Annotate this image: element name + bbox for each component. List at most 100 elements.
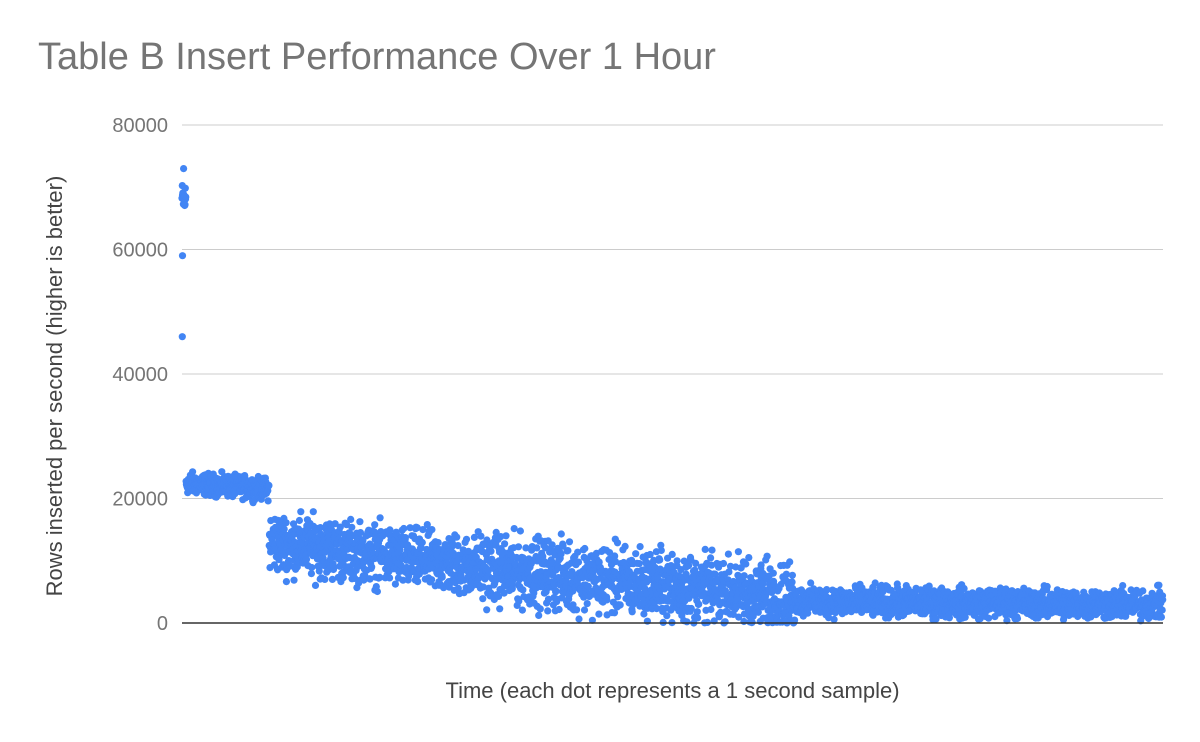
data-point bbox=[830, 615, 838, 624]
data-point bbox=[614, 593, 622, 601]
data-point bbox=[555, 605, 563, 614]
data-point bbox=[656, 565, 664, 573]
data-point bbox=[178, 252, 187, 260]
data-point bbox=[181, 184, 189, 192]
data-point bbox=[419, 526, 427, 534]
data-point bbox=[657, 546, 665, 555]
data-point bbox=[1119, 582, 1127, 590]
data-point bbox=[719, 559, 728, 568]
data-point bbox=[574, 558, 583, 566]
data-point bbox=[536, 605, 544, 613]
data-point bbox=[462, 535, 471, 543]
data-point bbox=[960, 584, 968, 593]
data-point bbox=[307, 570, 315, 578]
data-point bbox=[724, 550, 733, 558]
data-point bbox=[687, 604, 695, 613]
axes: 0 20000 40000 60000 80000 Time (each dot repr… bbox=[42, 115, 1163, 703]
data-point bbox=[500, 589, 508, 597]
data-point bbox=[376, 573, 384, 582]
data-point bbox=[282, 578, 290, 586]
y-tick-label: 40000 bbox=[112, 364, 168, 386]
data-point bbox=[297, 508, 305, 516]
data-point bbox=[1043, 582, 1051, 591]
data-point bbox=[985, 614, 993, 622]
data-point bbox=[302, 555, 311, 564]
data-point bbox=[680, 557, 688, 565]
data-point bbox=[400, 524, 408, 533]
data-point bbox=[628, 608, 636, 616]
data-point bbox=[708, 546, 716, 554]
data-point bbox=[871, 579, 879, 587]
data-point bbox=[496, 605, 504, 613]
data-point bbox=[348, 523, 356, 531]
data-point bbox=[315, 567, 323, 575]
data-point bbox=[396, 546, 404, 554]
data-point bbox=[683, 618, 691, 626]
data-point bbox=[178, 333, 186, 341]
data-point bbox=[640, 610, 648, 618]
data-point bbox=[180, 165, 188, 173]
y-tick-label: 80000 bbox=[112, 115, 168, 137]
data-point bbox=[734, 548, 743, 556]
data-point bbox=[423, 521, 431, 529]
data-point bbox=[495, 592, 503, 601]
data-point bbox=[588, 616, 597, 624]
data-point bbox=[707, 554, 715, 562]
data-point bbox=[548, 541, 556, 549]
data-point bbox=[575, 615, 583, 623]
data-point bbox=[544, 595, 553, 603]
data-point bbox=[418, 538, 426, 547]
data-point bbox=[616, 601, 624, 609]
data-point bbox=[321, 575, 329, 584]
data-point bbox=[603, 596, 611, 604]
data-point bbox=[479, 595, 487, 603]
data-point bbox=[366, 575, 374, 583]
data-point bbox=[1155, 581, 1163, 589]
data-point bbox=[573, 606, 581, 614]
data-point bbox=[574, 548, 582, 556]
data-point bbox=[544, 607, 552, 615]
data-point bbox=[487, 547, 495, 555]
data-point bbox=[932, 615, 940, 623]
y-axis-label: Rows inserted per second (higher is bett… bbox=[42, 176, 67, 597]
data-point bbox=[557, 550, 565, 558]
data-point bbox=[769, 569, 777, 577]
data-point bbox=[280, 525, 288, 533]
data-point bbox=[621, 542, 629, 551]
data-point bbox=[295, 516, 303, 525]
data-point bbox=[693, 608, 701, 616]
data-point bbox=[464, 547, 472, 555]
data-point bbox=[508, 585, 516, 593]
data-point bbox=[386, 526, 394, 534]
data-point bbox=[373, 587, 381, 596]
data-point bbox=[311, 581, 320, 590]
data-point bbox=[581, 544, 589, 553]
data-point bbox=[501, 540, 509, 548]
data-point bbox=[479, 583, 487, 591]
data-point bbox=[749, 612, 757, 620]
data-point bbox=[1157, 613, 1165, 621]
data-point bbox=[788, 578, 796, 586]
data-point bbox=[557, 530, 565, 538]
data-point bbox=[477, 532, 485, 540]
data-point bbox=[580, 606, 589, 614]
data-point bbox=[399, 576, 407, 584]
data-point bbox=[356, 529, 365, 537]
data-point bbox=[518, 606, 527, 614]
data-point bbox=[510, 525, 518, 533]
data-point bbox=[264, 497, 272, 505]
data-point bbox=[539, 552, 547, 561]
data-point bbox=[632, 550, 640, 558]
data-point bbox=[453, 533, 461, 541]
data-point bbox=[535, 611, 543, 620]
data-point bbox=[663, 612, 671, 620]
data-point bbox=[428, 576, 436, 584]
data-point bbox=[1013, 614, 1022, 623]
chart-title: Table B Insert Performance Over 1 Hour bbox=[38, 36, 716, 78]
data-point bbox=[189, 468, 197, 476]
data-point bbox=[533, 544, 541, 552]
data-point bbox=[309, 508, 317, 516]
data-point bbox=[707, 605, 715, 614]
data-point bbox=[757, 561, 765, 569]
data-point bbox=[754, 608, 762, 616]
